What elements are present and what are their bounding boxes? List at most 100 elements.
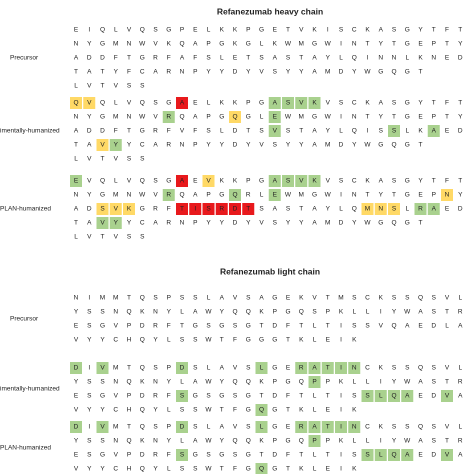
residue: W bbox=[364, 220, 371, 227]
residue: T bbox=[180, 323, 184, 330]
residue: K bbox=[140, 438, 145, 445]
residue: V bbox=[87, 234, 92, 241]
residue: V bbox=[114, 234, 119, 241]
residue: Y bbox=[127, 142, 132, 149]
residue: N bbox=[180, 220, 185, 227]
residue: L bbox=[167, 407, 171, 414]
residue: A bbox=[220, 295, 225, 302]
residue: K bbox=[418, 55, 423, 62]
residue: A bbox=[180, 55, 185, 62]
residue: S bbox=[246, 365, 251, 372]
residue-highlight bbox=[401, 390, 414, 402]
residue: V bbox=[445, 365, 450, 372]
residue: V bbox=[87, 156, 92, 163]
residue: P bbox=[326, 438, 330, 445]
residue: A bbox=[193, 41, 198, 48]
residue: A bbox=[273, 55, 278, 62]
residue: Y bbox=[458, 192, 463, 199]
residue: T bbox=[326, 295, 330, 302]
residue: K bbox=[273, 41, 278, 48]
residue-highlight bbox=[401, 449, 414, 461]
residue: G bbox=[246, 393, 251, 400]
residue: S bbox=[87, 309, 92, 316]
residue: K bbox=[312, 27, 317, 34]
residue: Y bbox=[458, 114, 463, 121]
residue: T bbox=[220, 466, 224, 473]
residue: R bbox=[299, 424, 304, 431]
residue-highlight bbox=[388, 390, 400, 402]
residue: R bbox=[299, 365, 304, 372]
residue: L bbox=[260, 114, 264, 121]
residue: Y bbox=[220, 309, 225, 316]
residue: G bbox=[100, 41, 105, 48]
residue: L bbox=[352, 379, 356, 386]
residue: T bbox=[366, 41, 370, 48]
residue: G bbox=[259, 337, 264, 344]
residue: S bbox=[352, 323, 357, 330]
residue: S bbox=[259, 128, 264, 135]
residue: V bbox=[379, 323, 384, 330]
residue: S bbox=[392, 100, 397, 107]
residue: I bbox=[367, 55, 369, 62]
residue: A bbox=[87, 220, 92, 227]
residue: V bbox=[74, 407, 79, 414]
residue: W bbox=[205, 309, 212, 316]
residue: E bbox=[193, 100, 198, 107]
residue: D bbox=[431, 323, 436, 330]
residue: G bbox=[259, 178, 264, 185]
residue: Y bbox=[87, 192, 92, 199]
residue: A bbox=[87, 69, 92, 76]
residue: D bbox=[233, 69, 238, 76]
residue: A bbox=[379, 178, 384, 185]
residue: M bbox=[113, 365, 118, 372]
residue: S bbox=[180, 295, 185, 302]
residue: P bbox=[193, 220, 197, 227]
residue: T bbox=[299, 452, 303, 459]
residue: L bbox=[260, 192, 264, 199]
residue: F bbox=[167, 128, 171, 135]
residue: P bbox=[167, 424, 171, 431]
residue: R bbox=[153, 452, 158, 459]
residue: L bbox=[379, 452, 383, 459]
residue: T bbox=[299, 128, 303, 135]
residue: Y bbox=[74, 309, 79, 316]
residue: S bbox=[339, 178, 344, 185]
residue: T bbox=[458, 100, 462, 107]
residue: A bbox=[312, 128, 317, 135]
residue: V bbox=[153, 41, 158, 48]
residue: S bbox=[127, 156, 132, 163]
residue: Q bbox=[391, 393, 396, 400]
residue: Y bbox=[326, 128, 331, 135]
residue-highlight bbox=[83, 97, 96, 109]
residue: E bbox=[418, 114, 423, 121]
residue: L bbox=[260, 41, 264, 48]
residue: H bbox=[127, 466, 132, 473]
residue-highlight bbox=[96, 203, 109, 215]
panel-title: Refanezumab heavy chain bbox=[217, 6, 323, 16]
residue: T bbox=[286, 466, 290, 473]
residue: A bbox=[74, 206, 79, 213]
residue: T bbox=[74, 142, 78, 149]
residue: C bbox=[352, 178, 357, 185]
residue: V bbox=[114, 452, 119, 459]
residue-highlight bbox=[162, 189, 175, 201]
residue: Y bbox=[206, 220, 211, 227]
residue: V bbox=[74, 466, 79, 473]
residue: Q bbox=[391, 323, 396, 330]
residue: S bbox=[233, 393, 238, 400]
residue: T bbox=[432, 27, 436, 34]
residue: Y bbox=[299, 69, 304, 76]
residue: K bbox=[140, 379, 145, 386]
residue: Q bbox=[418, 365, 423, 372]
residue: Y bbox=[127, 220, 132, 227]
residue: L bbox=[114, 27, 118, 34]
residue: A bbox=[193, 192, 198, 199]
residue: P bbox=[206, 114, 210, 121]
residue: S bbox=[392, 128, 397, 135]
residue: Q bbox=[179, 114, 184, 121]
residue: L bbox=[114, 178, 118, 185]
residue: I bbox=[380, 438, 382, 445]
residue: S bbox=[246, 295, 251, 302]
residue-highlight bbox=[268, 111, 281, 123]
residue: V bbox=[87, 83, 92, 90]
